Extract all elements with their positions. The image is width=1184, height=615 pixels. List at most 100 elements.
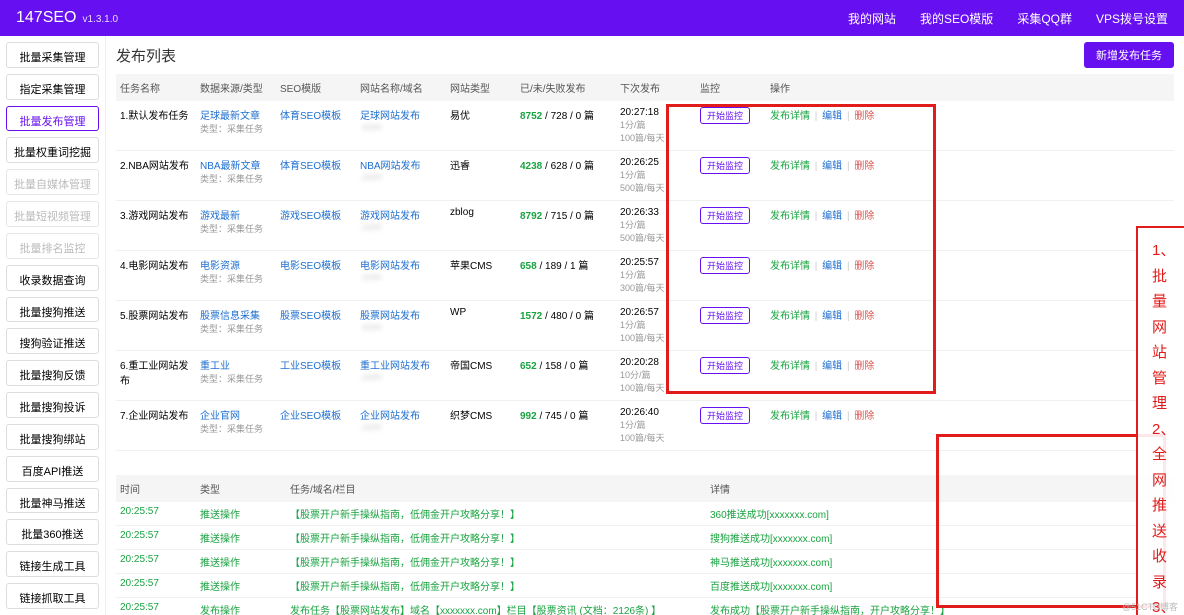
delete-link[interactable]: 删除 <box>854 311 874 322</box>
detail-link[interactable]: 发布详情 <box>770 161 810 172</box>
template-link[interactable]: 电影SEO模板 <box>280 261 341 272</box>
delete-link[interactable]: 删除 <box>854 211 874 222</box>
source-link[interactable]: 股票信息采集 <box>200 311 260 322</box>
next-time: 20:26:401分/篇 100篇/每天 <box>616 401 696 451</box>
delete-link[interactable]: 删除 <box>854 411 874 422</box>
sidebar-item[interactable]: 批量采集管理 <box>6 42 99 68</box>
column-header: 网站名称/域名 <box>356 74 446 101</box>
publish-table: 任务名称数据来源/类型SEO模版网站名称/域名网站类型已/未/失败发布下次发布监… <box>116 74 1174 451</box>
sidebar-item[interactable]: 批量发布管理 <box>6 106 99 132</box>
source-link[interactable]: 重工业 <box>200 361 230 372</box>
log-time: 20:25:57 <box>116 502 196 526</box>
template-link[interactable]: 体育SEO模板 <box>280 161 341 172</box>
monitor: 开始监控 <box>696 251 766 301</box>
sidebar-item[interactable]: 批量360推送 <box>6 519 99 545</box>
template-link[interactable]: 企业SEO模板 <box>280 411 341 422</box>
sidebar-item[interactable]: 批量神马推送 <box>6 488 99 514</box>
edit-link[interactable]: 编辑 <box>822 211 842 222</box>
detail-link[interactable]: 发布详情 <box>770 311 810 322</box>
template: 工业SEO模板 <box>276 351 356 401</box>
log-time: 20:25:57 <box>116 598 196 615</box>
detail-link[interactable]: 发布详情 <box>770 361 810 372</box>
template-link[interactable]: 工业SEO模板 <box>280 361 341 372</box>
sidebar-item[interactable]: 批量搜狗推送 <box>6 297 99 323</box>
log-type: 推送操作 <box>196 550 286 574</box>
sidebar-item[interactable]: 搜狗验证推送 <box>6 328 99 354</box>
annotation-line: 1、批量网站管理 <box>1152 238 1175 417</box>
source: 电影资源类型：采集任务 <box>196 251 276 301</box>
site-link[interactable]: 游戏网站发布 <box>360 211 420 222</box>
source-link[interactable]: 企业官网 <box>200 411 240 422</box>
column-header: 网站类型 <box>446 74 516 101</box>
nav-item[interactable]: 我的SEO模版 <box>920 10 993 27</box>
sidebar-item[interactable]: 批量搜狗绑站 <box>6 424 99 450</box>
sidebar-item[interactable]: 批量搜狗反馈 <box>6 360 99 386</box>
sidebar-item[interactable]: 收录数据查询 <box>6 265 99 291</box>
nav-item[interactable]: 采集QQ群 <box>1017 10 1072 27</box>
monitor-button[interactable]: 开始监控 <box>700 157 750 174</box>
monitor-button[interactable]: 开始监控 <box>700 357 750 374</box>
delete-link[interactable]: 删除 <box>854 161 874 172</box>
monitor-button[interactable]: 开始监控 <box>700 107 750 124</box>
edit-link[interactable]: 编辑 <box>822 411 842 422</box>
template-link[interactable]: 游戏SEO模板 <box>280 211 341 222</box>
watermark: @51CTO博客 <box>1122 600 1178 613</box>
nav-item[interactable]: VPS拨号设置 <box>1096 10 1168 27</box>
source: 重工业类型：采集任务 <box>196 351 276 401</box>
nav-item[interactable]: 我的网站 <box>848 10 896 27</box>
sidebar-item[interactable]: 批量权重词挖掘 <box>6 137 99 163</box>
site: 电影网站发布.com <box>356 251 446 301</box>
template-link[interactable]: 体育SEO模板 <box>280 111 341 122</box>
sidebar-item[interactable]: 批量搜狗投诉 <box>6 392 99 418</box>
site-link[interactable]: NBA网站发布 <box>360 161 421 172</box>
table-row: 3.游戏网站发布游戏最新类型：采集任务游戏SEO模板游戏网站发布.comzblo… <box>116 201 1174 251</box>
detail-link[interactable]: 发布详情 <box>770 261 810 272</box>
monitor-button[interactable]: 开始监控 <box>700 207 750 224</box>
edit-link[interactable]: 编辑 <box>822 361 842 372</box>
table-row: 2.NBA网站发布NBA最新文章类型：采集任务体育SEO模板NBA网站发布.co… <box>116 151 1174 201</box>
site: 企业网站发布.com <box>356 401 446 451</box>
sidebar-item[interactable]: 链接抓取工具 <box>6 583 99 609</box>
detail-link[interactable]: 发布详情 <box>770 111 810 122</box>
edit-link[interactable]: 编辑 <box>822 261 842 272</box>
log-detail: 搜狗推送成功[xxxxxxx.com] <box>706 526 1174 550</box>
delete-link[interactable]: 删除 <box>854 261 874 272</box>
site-link[interactable]: 足球网站发布 <box>360 111 420 122</box>
sidebar-item[interactable]: 链接生成工具 <box>6 551 99 577</box>
add-task-button[interactable]: 新增发布任务 <box>1084 42 1174 68</box>
monitor-button[interactable]: 开始监控 <box>700 307 750 324</box>
log-row: 20:25:57推送操作【股票开户新手操纵指南，低佣金开户攻略分享！】搜狗推送成… <box>116 526 1174 550</box>
top-nav: 我的网站 我的SEO模版 采集QQ群 VPS拨号设置 <box>848 10 1168 27</box>
monitor: 开始监控 <box>696 301 766 351</box>
source-link[interactable]: NBA最新文章 <box>200 161 261 172</box>
delete-link[interactable]: 删除 <box>854 361 874 372</box>
template-link[interactable]: 股票SEO模板 <box>280 311 341 322</box>
sidebar-item[interactable]: 百度API推送 <box>6 456 99 482</box>
site-type: 易优 <box>446 101 516 151</box>
edit-link[interactable]: 编辑 <box>822 311 842 322</box>
detail-link[interactable]: 发布详情 <box>770 411 810 422</box>
site-link[interactable]: 电影网站发布 <box>360 261 420 272</box>
source-link[interactable]: 电影资源 <box>200 261 240 272</box>
site-link[interactable]: 重工业网站发布 <box>360 361 430 372</box>
column-header: 已/未/失败发布 <box>516 74 616 101</box>
template: 股票SEO模板 <box>276 301 356 351</box>
monitor-button[interactable]: 开始监控 <box>700 407 750 424</box>
sidebar-item[interactable]: 指定采集管理 <box>6 74 99 100</box>
edit-link[interactable]: 编辑 <box>822 161 842 172</box>
detail-link[interactable]: 发布详情 <box>770 211 810 222</box>
monitor: 开始监控 <box>696 101 766 151</box>
site-link[interactable]: 股票网站发布 <box>360 311 420 322</box>
column-header: 任务名称 <box>116 74 196 101</box>
source-link[interactable]: 足球最新文章 <box>200 111 260 122</box>
delete-link[interactable]: 删除 <box>854 111 874 122</box>
monitor: 开始监控 <box>696 201 766 251</box>
site-link[interactable]: 企业网站发布 <box>360 411 420 422</box>
source-link[interactable]: 游戏最新 <box>200 211 240 222</box>
count: 8752 / 728 / 0 篇 <box>516 101 616 151</box>
sidebar-item: 批量排名监控 <box>6 233 99 259</box>
edit-link[interactable]: 编辑 <box>822 111 842 122</box>
next-time: 20:25:571分/篇 300篇/每天 <box>616 251 696 301</box>
operations: 发布详情 | 编辑 | 删除 <box>766 101 1174 151</box>
monitor-button[interactable]: 开始监控 <box>700 257 750 274</box>
